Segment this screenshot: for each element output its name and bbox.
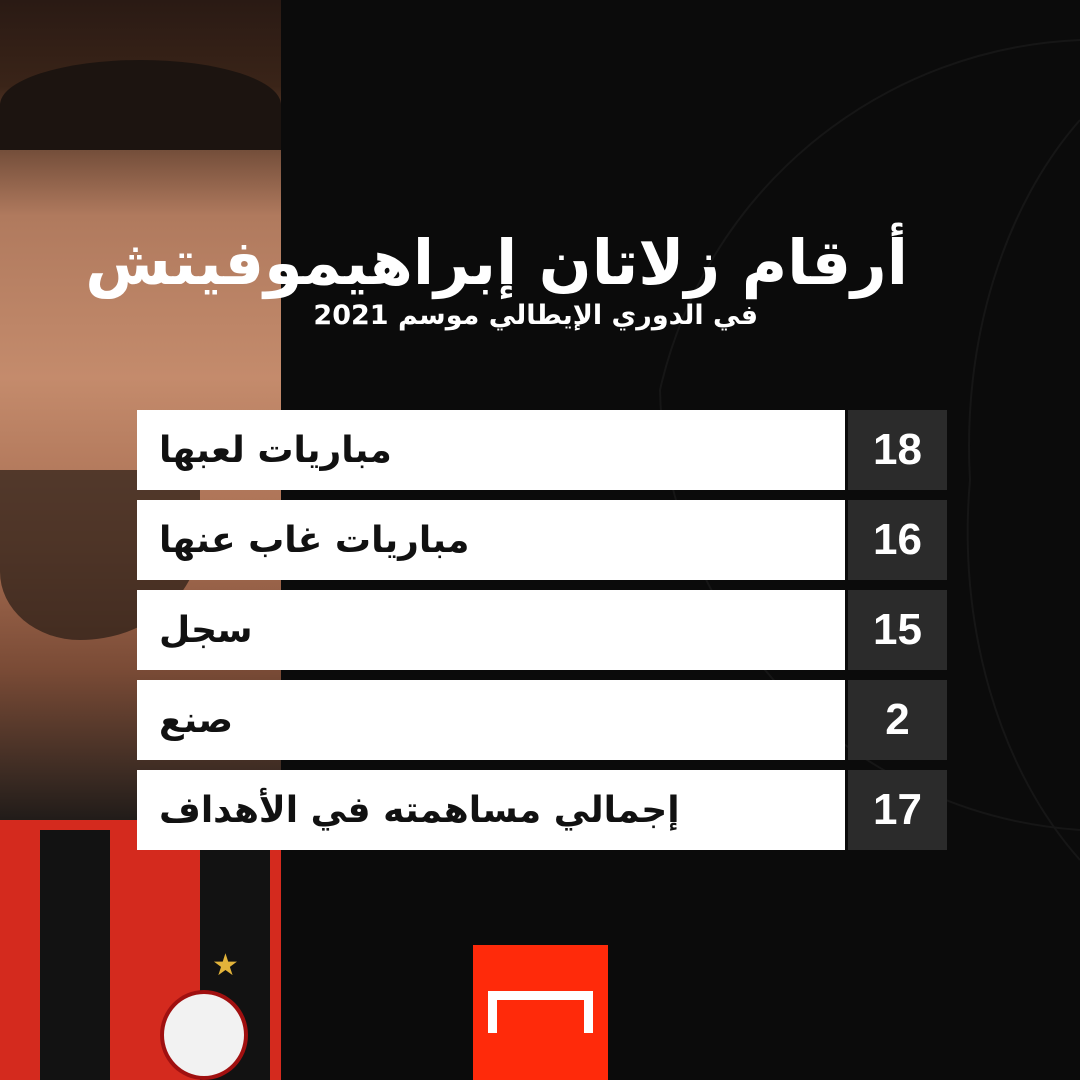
brand-logo	[473, 945, 608, 1080]
stat-row: صنع 2	[137, 680, 947, 760]
stat-row: إجمالي مساهمته في الأهداف 17	[137, 770, 947, 850]
stat-value: 17	[848, 770, 947, 850]
stat-value: 16	[848, 500, 947, 580]
stat-row: مباريات غاب عنها 16	[137, 500, 947, 580]
background-arc	[966, 119, 1080, 861]
stat-value: 15	[848, 590, 947, 670]
goal-icon	[488, 991, 593, 1033]
page-subtitle: في الدوري الإيطالي موسم 2021	[313, 300, 758, 331]
stat-value: 18	[848, 410, 947, 490]
stat-label: مباريات لعبها	[159, 429, 392, 471]
stat-label: صنع	[159, 699, 234, 741]
stat-row: مباريات لعبها 18	[137, 410, 947, 490]
stat-label: مباريات غاب عنها	[159, 519, 470, 561]
club-crest	[160, 990, 248, 1080]
stat-label: سجل	[159, 609, 253, 651]
page-title: أرقام زلاتان إبراهيموفيتش	[85, 226, 908, 299]
stat-row: سجل 15	[137, 590, 947, 670]
stat-label: إجمالي مساهمته في الأهداف	[159, 789, 680, 831]
star-icon: ★	[212, 948, 239, 983]
stat-value: 2	[848, 680, 947, 760]
